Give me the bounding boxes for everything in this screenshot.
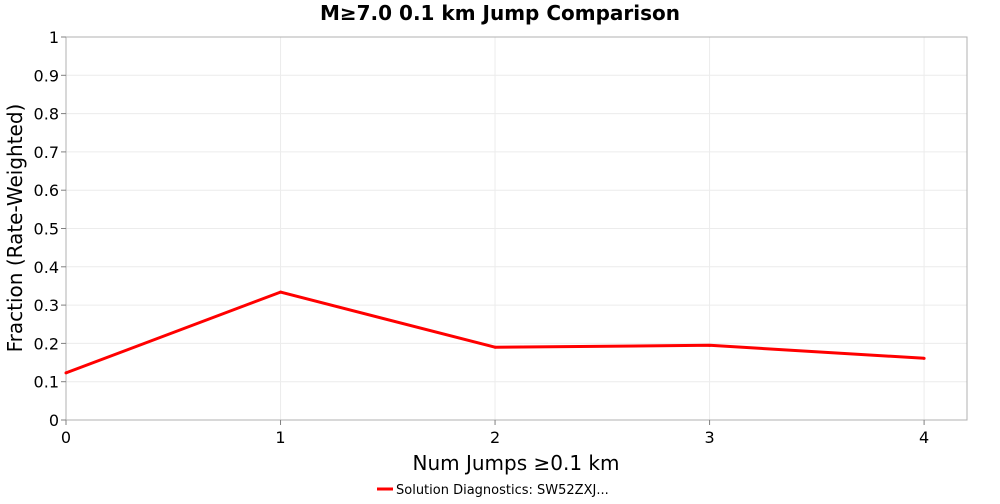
y-tick-label: 0.2 bbox=[34, 334, 59, 353]
x-tick-label: 4 bbox=[919, 428, 929, 447]
y-tick-label: 0.1 bbox=[34, 373, 59, 392]
y-tick-label: 0.8 bbox=[34, 105, 59, 124]
y-tick-label: 0.4 bbox=[34, 258, 59, 277]
y-tick-label: 1 bbox=[49, 28, 59, 47]
y-tick-label: 0.6 bbox=[34, 181, 59, 200]
series-layer bbox=[64, 290, 926, 375]
x-tick-label: 2 bbox=[490, 428, 500, 447]
data-point bbox=[279, 290, 283, 294]
x-tick-label: 3 bbox=[704, 428, 714, 447]
y-tick-label: 0.9 bbox=[34, 66, 59, 85]
y-axis-label: Fraction (Rate-Weighted) bbox=[3, 104, 27, 353]
legend: Solution Diagnostics: SW52ZXJ... bbox=[377, 483, 609, 498]
data-point bbox=[493, 345, 497, 349]
axis-ticks: 0 0.1 0.2 0.3 0.4 0.5 0.6 0.7 0.8 0.9 1 0 1 2 3 4 bbox=[34, 28, 930, 447]
data-point bbox=[64, 371, 68, 375]
y-tick-label: 0.7 bbox=[34, 143, 59, 162]
data-point bbox=[708, 343, 712, 347]
y-tick-label: 0.5 bbox=[34, 220, 59, 239]
data-point bbox=[922, 356, 926, 360]
x-tick-label: 1 bbox=[275, 428, 285, 447]
legend-label: Solution Diagnostics: SW52ZXJ... bbox=[396, 483, 609, 498]
x-tick-label: 0 bbox=[61, 428, 71, 447]
y-tick-label: 0 bbox=[49, 411, 59, 430]
x-axis-label: Num Jumps ≥0.1 km bbox=[413, 451, 620, 475]
chart-title: M≥7.0 0.1 km Jump Comparison bbox=[320, 1, 680, 25]
y-tick-label: 0.3 bbox=[34, 296, 59, 315]
